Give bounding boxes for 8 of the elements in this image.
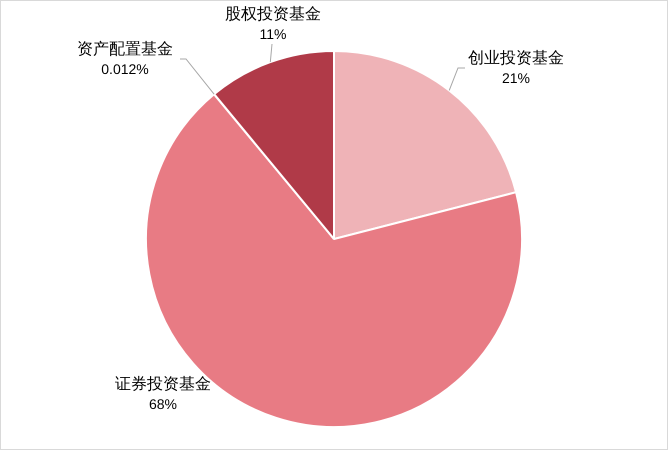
slice-label: 股权投资基金 (225, 4, 321, 24)
slice-label: 资产配置基金 (77, 39, 173, 58)
data-label: 0.012% (101, 60, 149, 77)
data-label: 21% (502, 70, 530, 86)
slice-label: 创业投资基金 (468, 48, 564, 68)
data-label: 11% (260, 26, 286, 42)
data-label: 68% (148, 396, 178, 412)
slice-label: 证券投资基金 (115, 374, 211, 394)
